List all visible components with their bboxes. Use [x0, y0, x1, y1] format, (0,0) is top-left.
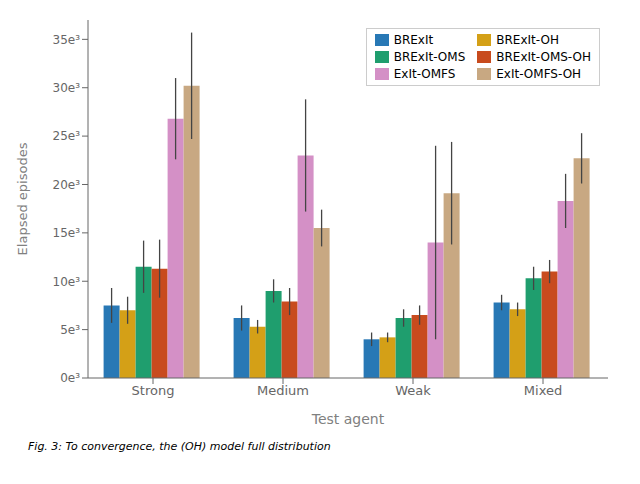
- html-text:Fig. 3: To convergence, the (O: Fig. 3: To convergence, the (OH) model f…: [28, 440, 331, 453]
- svg-text:Weak: Weak: [395, 383, 431, 398]
- svg-text:5e³: 5e³: [60, 323, 80, 337]
- svg-text:35e³: 35e³: [53, 33, 81, 47]
- svg-text:25e³: 25e³: [53, 129, 81, 143]
- svg-text:Elapsed episodes: Elapsed episodes: [15, 142, 30, 255]
- html-text:ExIt-OMFS: ExIt-OMFS: [393, 67, 456, 81]
- html-text:ExIt-OMFS-OH: ExIt-OMFS-OH: [496, 67, 582, 81]
- svg-text:Strong: Strong: [132, 383, 175, 398]
- svg-text:10e³: 10e³: [53, 275, 81, 289]
- svg-text:Test agent: Test agent: [311, 411, 385, 427]
- html-text:BRExIt-OH: BRExIt-OH: [496, 33, 559, 47]
- svg-text:Medium: Medium: [257, 383, 309, 398]
- svg-text:30e³: 30e³: [53, 81, 81, 95]
- html-text:BRExIt-OMS-OH: BRExIt-OMS-OH: [496, 50, 591, 64]
- html-text:BRExIt: BRExIt: [393, 33, 434, 47]
- svg-text:15e³: 15e³: [53, 226, 81, 240]
- svg-text:Mixed: Mixed: [524, 383, 562, 398]
- svg-text:0e³: 0e³: [60, 371, 80, 385]
- svg-text:20e³: 20e³: [53, 178, 81, 192]
- html-text:BRExIt-OMS: BRExIt-OMS: [393, 50, 466, 64]
